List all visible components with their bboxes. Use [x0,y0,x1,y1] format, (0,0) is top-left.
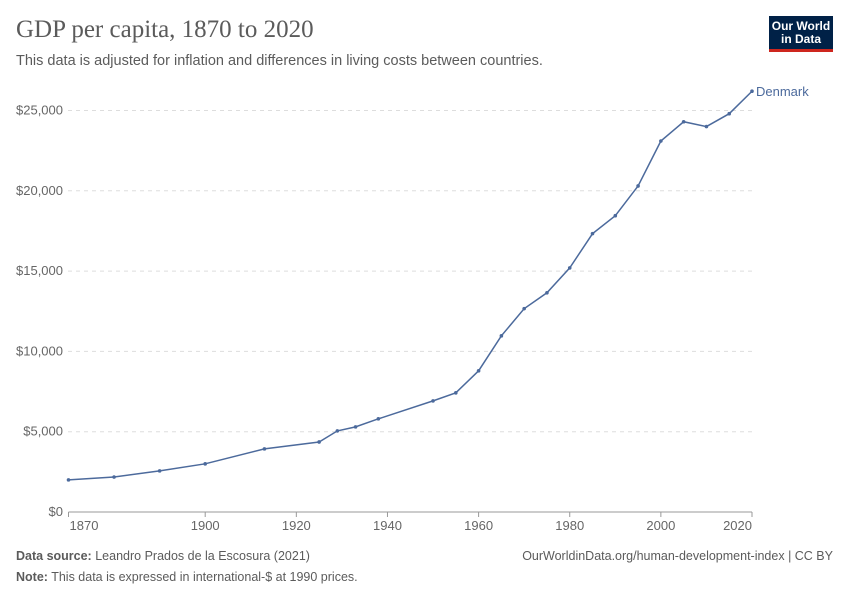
y-tick-label: $5,000 [23,424,63,439]
data-source: Data source: Leandro Prados de la Escosu… [16,549,310,563]
data-point[interactable] [499,334,504,338]
data-point[interactable] [112,475,116,479]
x-tick-label: 1940 [373,518,402,533]
source-link[interactable]: Leandro Prados de la Escosura (2021) [95,549,310,563]
y-tick-label: $0 [49,504,63,519]
data-point[interactable] [590,231,595,236]
x-tick-label: 2020 [723,518,752,533]
data-point[interactable] [545,290,549,295]
data-point[interactable] [681,119,686,124]
owid-logo[interactable]: Our World in Data [769,16,833,52]
data-point[interactable] [659,139,663,143]
y-tick-label: $15,000 [16,263,63,278]
data-point[interactable] [727,111,732,116]
x-tick-label: 1920 [282,518,311,533]
data-point[interactable] [335,429,340,433]
y-tick-label: $25,000 [16,103,63,118]
x-tick-label: 1980 [555,518,584,533]
data-point[interactable] [203,462,207,466]
data-point[interactable] [704,124,709,129]
data-point[interactable] [157,469,162,473]
data-point[interactable] [431,399,435,403]
x-tick-label: 1870 [70,518,99,533]
series-label[interactable]: Denmark [756,84,809,99]
x-tick-label: 2000 [646,518,675,533]
data-point[interactable] [317,440,321,444]
data-point[interactable] [750,89,754,94]
chart-subtitle: This data is adjusted for inflation and … [16,53,543,69]
data-point[interactable] [567,266,572,270]
y-tick-label: $20,000 [16,183,63,198]
data-point[interactable] [66,478,71,482]
data-point[interactable] [353,425,358,429]
x-tick-label: 1960 [464,518,493,533]
note: Note: This data is expressed in internat… [16,570,358,584]
footer-url[interactable]: OurWorldinData.org/human-development-ind… [522,549,833,563]
data-point[interactable] [376,417,381,421]
data-point[interactable] [476,369,481,373]
y-tick-label: $10,000 [16,343,63,358]
data-point[interactable] [636,184,640,188]
data-point[interactable] [613,213,618,218]
data-point[interactable] [454,391,458,395]
chart-title: GDP per capita, 1870 to 2020 [16,16,314,43]
data-point[interactable] [262,447,267,451]
x-tick-label: 1900 [191,518,220,533]
series-line-denmark[interactable] [68,90,753,481]
data-point[interactable] [522,306,526,311]
